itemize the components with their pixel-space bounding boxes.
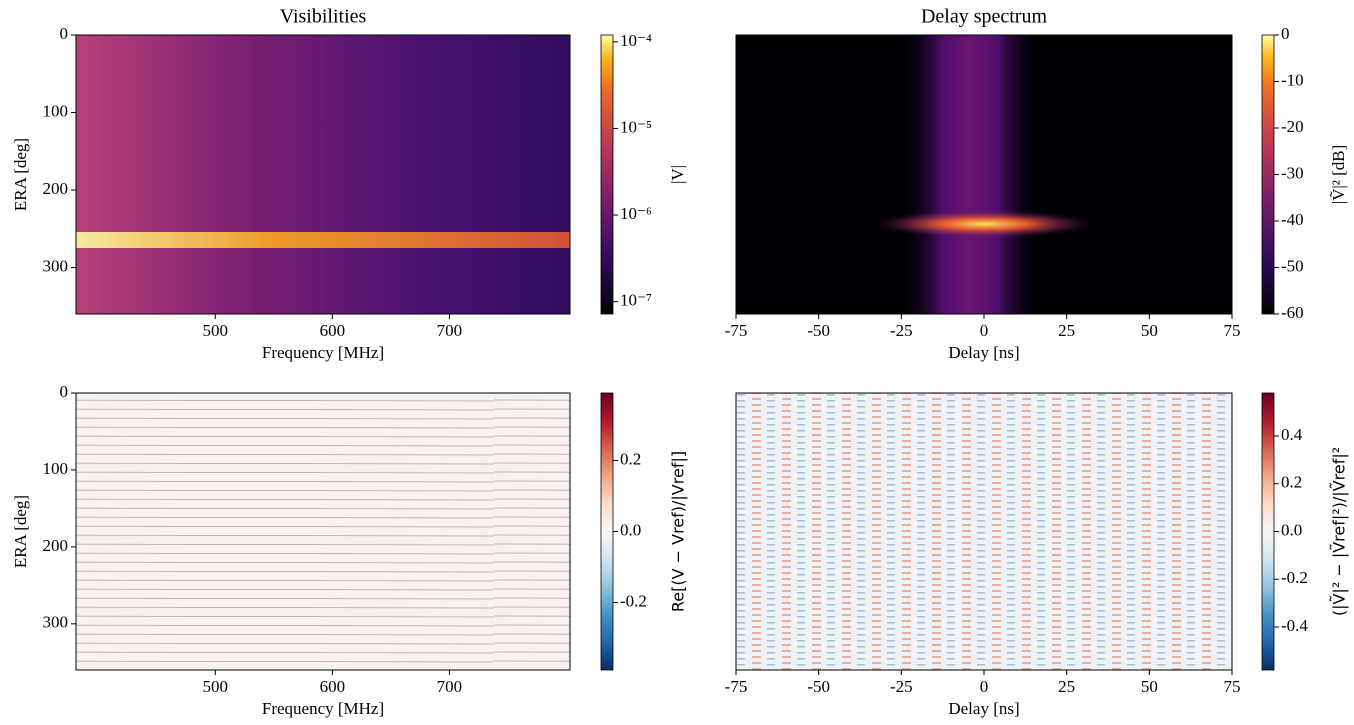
y-tick-label: 0: [60, 24, 69, 43]
colorbar-tick-label: -10: [1281, 70, 1304, 89]
axes-frame: [75, 392, 571, 671]
x-tick-label: -50: [807, 321, 830, 340]
colorbar-image: [1262, 393, 1274, 670]
x-tick-label: 700: [437, 677, 463, 696]
x-tick-label: -25: [890, 677, 913, 696]
heatmap-image: [874, 210, 1094, 238]
x-tick-label: 50: [1141, 321, 1158, 340]
heatmap-image: [76, 393, 570, 670]
axes-frame: [75, 34, 571, 315]
x-tick-label: 25: [1058, 321, 1075, 340]
heatmap-image: [736, 393, 1232, 670]
colorbar-tick-label: 0: [1281, 24, 1290, 43]
colorbar-tick-label: 10⁻⁷: [620, 291, 652, 310]
colorbar-tick-label: -50: [1281, 256, 1304, 275]
x-tick-label: 600: [320, 677, 346, 696]
x-axis-label: Frequency [MHz]: [262, 699, 384, 718]
x-tick-label: 75: [1224, 321, 1241, 340]
heatmap-image: [76, 232, 570, 248]
y-tick-label: 200: [43, 536, 69, 555]
colorbar-tick-label: -40: [1281, 210, 1304, 229]
colorbar-label: (|Ṽ|² − |Ṽref|²)/|Ṽref|²: [1330, 447, 1349, 616]
x-tick-label: 25: [1058, 677, 1075, 696]
heatmap-image: [76, 35, 570, 314]
colorbar-label: Re[(V − Vref)/|Vref|]: [669, 451, 688, 612]
colorbar-tick-label: 0.2: [1281, 473, 1302, 492]
colorbar-label: |V|: [668, 165, 687, 184]
colorbar-image: [601, 393, 613, 670]
colorbar-frame: [600, 34, 614, 315]
y-tick-label: 200: [43, 179, 69, 198]
x-axis-label: Delay [ns]: [948, 699, 1019, 718]
y-tick-label: 100: [43, 459, 69, 478]
x-tick-label: -75: [725, 677, 748, 696]
colorbar-tick-label: 0.4: [1281, 425, 1303, 444]
colorbar-image: [601, 35, 613, 314]
heatmap-image: [900, 35, 1040, 314]
y-axis-label: ERA [deg]: [11, 138, 30, 211]
colorbar-tick-label: 0.0: [1281, 520, 1302, 539]
y-axis-label: ERA [deg]: [11, 495, 30, 568]
colorbar-tick-label: -0.4: [1281, 616, 1308, 635]
x-tick-label: 0: [980, 677, 989, 696]
panel-title: Delay spectrum: [921, 6, 1048, 28]
y-tick-label: 100: [43, 101, 69, 120]
x-tick-label: -75: [725, 321, 748, 340]
x-tick-label: 0: [980, 321, 989, 340]
colorbar-tick-label: 10⁻⁴: [620, 31, 652, 50]
x-tick-label: 500: [203, 677, 229, 696]
colorbar-tick-label: -0.2: [620, 591, 647, 610]
panel-title: Visibilities: [280, 6, 367, 28]
y-tick-label: 300: [43, 256, 69, 275]
colorbar-tick-label: 10⁻⁶: [620, 204, 652, 223]
x-axis-label: Frequency [MHz]: [262, 343, 384, 362]
colorbar-tick-label: -60: [1281, 303, 1304, 322]
colorbar-tick-label: 0.2: [620, 449, 641, 468]
colorbar-tick-label: -30: [1281, 163, 1304, 182]
x-tick-label: 600: [320, 321, 346, 340]
colorbar-label: |Ṽ|² [dB]: [1329, 145, 1348, 205]
x-tick-label: 75: [1224, 677, 1241, 696]
colorbar-tick-label: 0.0: [620, 520, 641, 539]
x-tick-label: 500: [203, 321, 229, 340]
x-tick-label: -50: [807, 677, 830, 696]
x-axis-label: Delay [ns]: [948, 343, 1019, 362]
colorbar-tick-label: -20: [1281, 117, 1304, 136]
x-tick-label: -25: [890, 321, 913, 340]
x-tick-label: 50: [1141, 677, 1158, 696]
y-tick-label: 300: [43, 613, 69, 632]
x-tick-label: 700: [437, 321, 463, 340]
colorbar-tick-label: 10⁻⁵: [620, 117, 652, 136]
colorbar-image: [1262, 35, 1274, 314]
colorbar-tick-label: -0.2: [1281, 568, 1308, 587]
y-tick-label: 0: [60, 382, 69, 401]
